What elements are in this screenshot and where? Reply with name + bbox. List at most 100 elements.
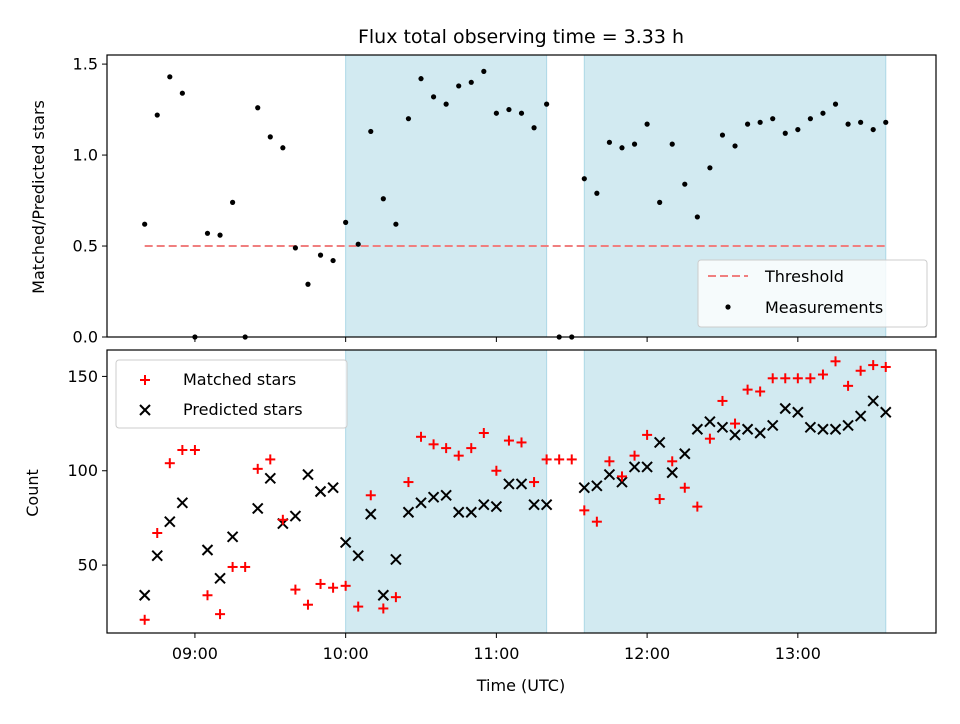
matched-stars-point: [541, 454, 552, 465]
measurement-point: [631, 141, 638, 147]
observing-intervals-bottom: [345, 349, 887, 634]
matched-stars-point: [554, 454, 565, 465]
axes-frame: [106, 54, 937, 338]
measurement-point: [493, 110, 499, 116]
matched-stars-point: [717, 395, 728, 406]
cross-stroke-b: [365, 508, 377, 520]
matched-stars-point: [767, 373, 778, 384]
predicted-stars-point: [653, 436, 666, 449]
predicted-stars-point: [327, 482, 339, 494]
matched-stars-point: [805, 373, 816, 384]
predicted-stars-point: [264, 472, 276, 485]
predicted-stars-point: [641, 461, 653, 473]
predicted-stars-point: [867, 395, 879, 407]
matched-stars-point: [252, 463, 263, 474]
cross-stroke-b: [729, 429, 741, 441]
cross-stroke-b: [264, 472, 276, 485]
predicted-stars-point: [729, 429, 741, 441]
matched-stars-point: [604, 456, 615, 467]
matched-stars-point: [755, 386, 766, 397]
cross-stroke-b: [628, 461, 641, 473]
cross-stroke-b: [653, 436, 666, 449]
y-tick-label: 100: [67, 461, 98, 480]
measurement-point: [594, 190, 600, 196]
predicted-stars-point: [151, 549, 163, 562]
cross-stroke-b: [151, 549, 163, 562]
matched-stars-point: [453, 450, 464, 461]
observing-interval: [583, 349, 887, 634]
cross-stroke-b: [741, 423, 754, 435]
predicted-stars-point: [515, 478, 528, 490]
predicted-stars-point: [792, 406, 804, 418]
predicted-stars-point: [176, 497, 189, 509]
matched-stars-point: [503, 435, 514, 446]
matched-stars-point: [516, 437, 527, 448]
measurement-point: [883, 119, 889, 125]
cross-stroke-b: [415, 497, 427, 509]
y-tick-label: 0.0: [73, 328, 98, 347]
measurement-point: [217, 232, 223, 238]
axes-frame: [106, 349, 937, 634]
cross-stroke-b: [829, 423, 842, 435]
matched-stars-point: [315, 578, 326, 589]
x-tick-label: 12:00: [624, 644, 670, 663]
measurement-point: [280, 145, 286, 151]
measurement-point: [782, 130, 788, 136]
cross-stroke-b: [214, 572, 226, 584]
matched-stars-point: [215, 609, 226, 620]
predicted-stars-point: [817, 423, 829, 435]
x-tick-label: 11:00: [473, 644, 519, 663]
predicted-stars-point: [854, 410, 867, 422]
predicted-stars-point: [691, 423, 704, 435]
cross-stroke-b: [339, 536, 352, 549]
matched-stars-point: [240, 561, 251, 572]
measurement-point: [506, 106, 512, 113]
cross-stroke-b: [478, 498, 490, 511]
predicted-stars-point: [214, 572, 226, 584]
predicted-stars-point: [352, 549, 364, 562]
cross-stroke-b: [704, 415, 716, 428]
matched-legend-swatch: [140, 375, 150, 385]
predicted-stars-point: [603, 468, 616, 481]
measurement-point: [669, 141, 675, 147]
cross-stroke-b: [792, 406, 804, 418]
ratio-legend-box: [697, 259, 928, 328]
cross-stroke-b: [427, 491, 440, 503]
matched-stars-point: [403, 477, 414, 488]
predicted-stars-point: [226, 531, 239, 543]
threshold-legend-label: Threshold: [764, 267, 844, 286]
predicted-stars-point: [616, 476, 628, 488]
measurement-point: [694, 214, 700, 220]
measurement-point: [142, 221, 148, 227]
cross-stroke-b: [164, 515, 176, 528]
matched-stars-point: [843, 380, 854, 391]
measurement-point: [393, 221, 399, 227]
matched-stars-point: [177, 444, 188, 455]
predicted-stars-point: [427, 491, 440, 503]
measurement-point: [443, 101, 449, 107]
y-tick-label: 0.5: [73, 237, 98, 256]
matched-stars-point: [616, 471, 627, 482]
predicted-legend-label: Predicted stars: [183, 400, 303, 419]
predicted-stars-point: [452, 506, 465, 518]
cross-stroke-b: [452, 506, 465, 518]
cross-stroke-b: [390, 553, 402, 566]
ratio-panel: 0.0 0.5 1.0 1.5 Matched/Predicted stars Thr…: [29, 54, 937, 347]
predicted-stars-point: [478, 498, 490, 511]
cross-stroke-b: [716, 421, 729, 434]
cross-stroke-b: [817, 423, 829, 435]
cross-stroke-b: [327, 482, 339, 494]
measurement-point: [405, 116, 412, 122]
measurement-point: [832, 101, 839, 107]
measurement-point: [380, 196, 386, 202]
predicted-stars-point: [138, 589, 151, 601]
measurement-point: [204, 230, 211, 236]
measurement-point: [317, 252, 324, 258]
cross-stroke-b: [616, 476, 628, 488]
matched-stars-point: [277, 514, 288, 525]
cross-stroke-b: [252, 502, 264, 515]
matched-stars-point: [441, 443, 452, 454]
cross-stroke-b: [377, 589, 390, 601]
matched-stars-point: [189, 444, 200, 455]
